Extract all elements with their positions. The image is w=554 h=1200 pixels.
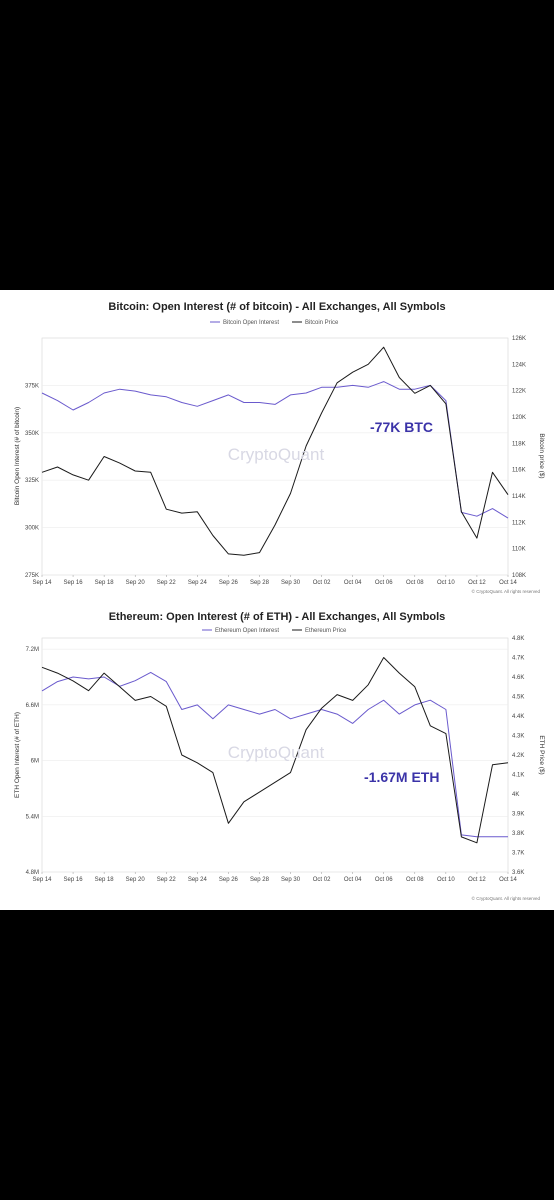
x-tick-label: Sep 26 bbox=[219, 877, 239, 883]
y-right-tick-label: 4.2K bbox=[512, 753, 524, 759]
x-tick-label: Sep 26 bbox=[219, 580, 239, 586]
x-tick-label: Sep 28 bbox=[250, 580, 270, 586]
y-left-tick-label: 5.4M bbox=[26, 814, 39, 820]
x-tick-label: Sep 16 bbox=[64, 580, 84, 586]
y-right-tick-label: 4.5K bbox=[512, 695, 524, 701]
x-tick-label: Sep 18 bbox=[95, 877, 115, 883]
y-right-tick-label: 122K bbox=[512, 389, 526, 395]
legend-oi: Bitcoin Open Interest bbox=[223, 320, 279, 326]
y-axis-left-label: Bitcoin Open Interest (# of bitcoin) bbox=[14, 407, 21, 505]
copyright: © CryptoQuant. All rights reserved bbox=[472, 895, 541, 901]
y-right-tick-label: 4.1K bbox=[512, 773, 524, 779]
x-tick-label: Sep 18 bbox=[95, 580, 115, 586]
price-line bbox=[41, 346, 509, 556]
x-tick-label: Oct 08 bbox=[406, 580, 424, 586]
y-right-tick-label: 114K bbox=[512, 494, 526, 500]
y-right-tick-label: 112K bbox=[512, 520, 526, 526]
y-left-tick-label: 275K bbox=[25, 573, 39, 579]
y-left-tick-label: 350K bbox=[25, 431, 39, 437]
y-right-tick-label: 3.9K bbox=[512, 812, 524, 818]
x-tick-label: Oct 12 bbox=[468, 580, 486, 586]
x-tick-label: Oct 02 bbox=[313, 580, 331, 586]
x-tick-label: Oct 04 bbox=[344, 580, 362, 586]
y-right-tick-label: 3.8K bbox=[512, 831, 524, 837]
chart-title: Ethereum: Open Interest (# of ETH) - All… bbox=[109, 611, 446, 623]
x-tick-label: Oct 12 bbox=[468, 877, 486, 883]
y-right-tick-label: 4.3K bbox=[512, 734, 524, 740]
x-tick-label: Oct 04 bbox=[344, 877, 362, 883]
watermark: CryptoQuant bbox=[228, 445, 325, 464]
x-tick-label: Oct 10 bbox=[437, 877, 455, 883]
annotation: -1.67M ETH bbox=[364, 769, 439, 785]
y-right-tick-label: 126K bbox=[512, 336, 526, 342]
y-right-tick-label: 4.8K bbox=[512, 636, 524, 642]
plot-area: 4.8M 5.4M 6M 6.6M 7.2M 3.6K 3.7K 3.8K 3.9K 4K 4.1K… bbox=[26, 636, 525, 883]
x-tick-label: Sep 28 bbox=[250, 877, 270, 883]
x-tick-label: Oct 06 bbox=[375, 580, 393, 586]
plot-area: 275K 300K 325K 350K 375K 108K 110K 112K 114K 116K… bbox=[25, 336, 526, 586]
y-right-tick-label: 110K bbox=[512, 547, 526, 553]
x-tick-label: Sep 20 bbox=[126, 877, 146, 883]
y-left-tick-label: 325K bbox=[25, 478, 39, 484]
y-right-tick-label: 124K bbox=[512, 362, 526, 368]
y-axis-right-label: Bitcoin price ($) bbox=[538, 433, 545, 478]
x-tick-label: Oct 14 bbox=[499, 580, 517, 586]
price-line bbox=[41, 657, 509, 844]
chart-title: Bitcoin: Open Interest (# of bitcoin) - … bbox=[108, 301, 445, 313]
y-right-tick-label: 120K bbox=[512, 415, 526, 421]
y-right-tick-label: 4.6K bbox=[512, 675, 524, 681]
x-tick-label: Sep 14 bbox=[32, 877, 52, 883]
y-left-tick-label: 6.6M bbox=[26, 703, 39, 709]
x-tick-label: Sep 30 bbox=[281, 580, 301, 586]
y-right-tick-label: 4.4K bbox=[512, 714, 524, 720]
y-right-tick-label: 108K bbox=[512, 573, 526, 579]
y-left-tick-label: 375K bbox=[25, 383, 39, 389]
legend-price: Ethereum Price bbox=[305, 628, 347, 634]
x-tick-label: Sep 20 bbox=[126, 580, 146, 586]
y-left-tick-label: 300K bbox=[25, 526, 39, 532]
x-tick-label: Oct 06 bbox=[375, 877, 393, 883]
x-tick-label: Sep 22 bbox=[157, 580, 177, 586]
legend-oi: Ethereum Open Interest bbox=[215, 628, 279, 634]
copyright: © CryptoQuant. All rights reserved bbox=[472, 588, 541, 594]
watermark: CryptoQuant bbox=[228, 743, 325, 762]
x-tick-label: Sep 14 bbox=[32, 580, 52, 586]
y-right-tick-label: 116K bbox=[512, 468, 526, 474]
legend-price: Bitcoin Price bbox=[305, 320, 339, 326]
annotation: -77K BTC bbox=[370, 419, 433, 435]
x-tick-label: Sep 16 bbox=[64, 877, 84, 883]
y-axis-left-label: ETH Open Interest (# of ETH) bbox=[14, 712, 21, 798]
x-tick-label: Oct 02 bbox=[313, 877, 331, 883]
y-right-tick-label: 4.7K bbox=[512, 656, 524, 662]
y-right-tick-label: 4K bbox=[512, 792, 519, 798]
y-left-tick-label: 6M bbox=[31, 759, 39, 765]
x-tick-label: Sep 22 bbox=[157, 877, 177, 883]
y-right-tick-label: 3.7K bbox=[512, 851, 524, 857]
x-tick-label: Sep 30 bbox=[281, 877, 301, 883]
y-right-tick-label: 3.6K bbox=[512, 870, 524, 876]
ethereum-open-interest-chart: Ethereum: Open Interest (# of ETH) - All… bbox=[14, 611, 545, 901]
x-tick-label: Sep 24 bbox=[188, 877, 208, 883]
x-tick-label: Sep 24 bbox=[188, 580, 208, 586]
charts-panel: Bitcoin: Open Interest (# of bitcoin) - … bbox=[0, 290, 554, 910]
y-left-tick-label: 4.8M bbox=[26, 870, 39, 876]
y-axis-right-label: ETH Price ($) bbox=[538, 735, 545, 774]
y-left-tick-label: 7.2M bbox=[26, 647, 39, 653]
y-right-tick-label: 118K bbox=[512, 441, 526, 447]
x-tick-label: Oct 08 bbox=[406, 877, 424, 883]
x-tick-label: Oct 10 bbox=[437, 580, 455, 586]
bitcoin-open-interest-chart: Bitcoin: Open Interest (# of bitcoin) - … bbox=[14, 301, 545, 594]
x-tick-label: Oct 14 bbox=[499, 877, 517, 883]
